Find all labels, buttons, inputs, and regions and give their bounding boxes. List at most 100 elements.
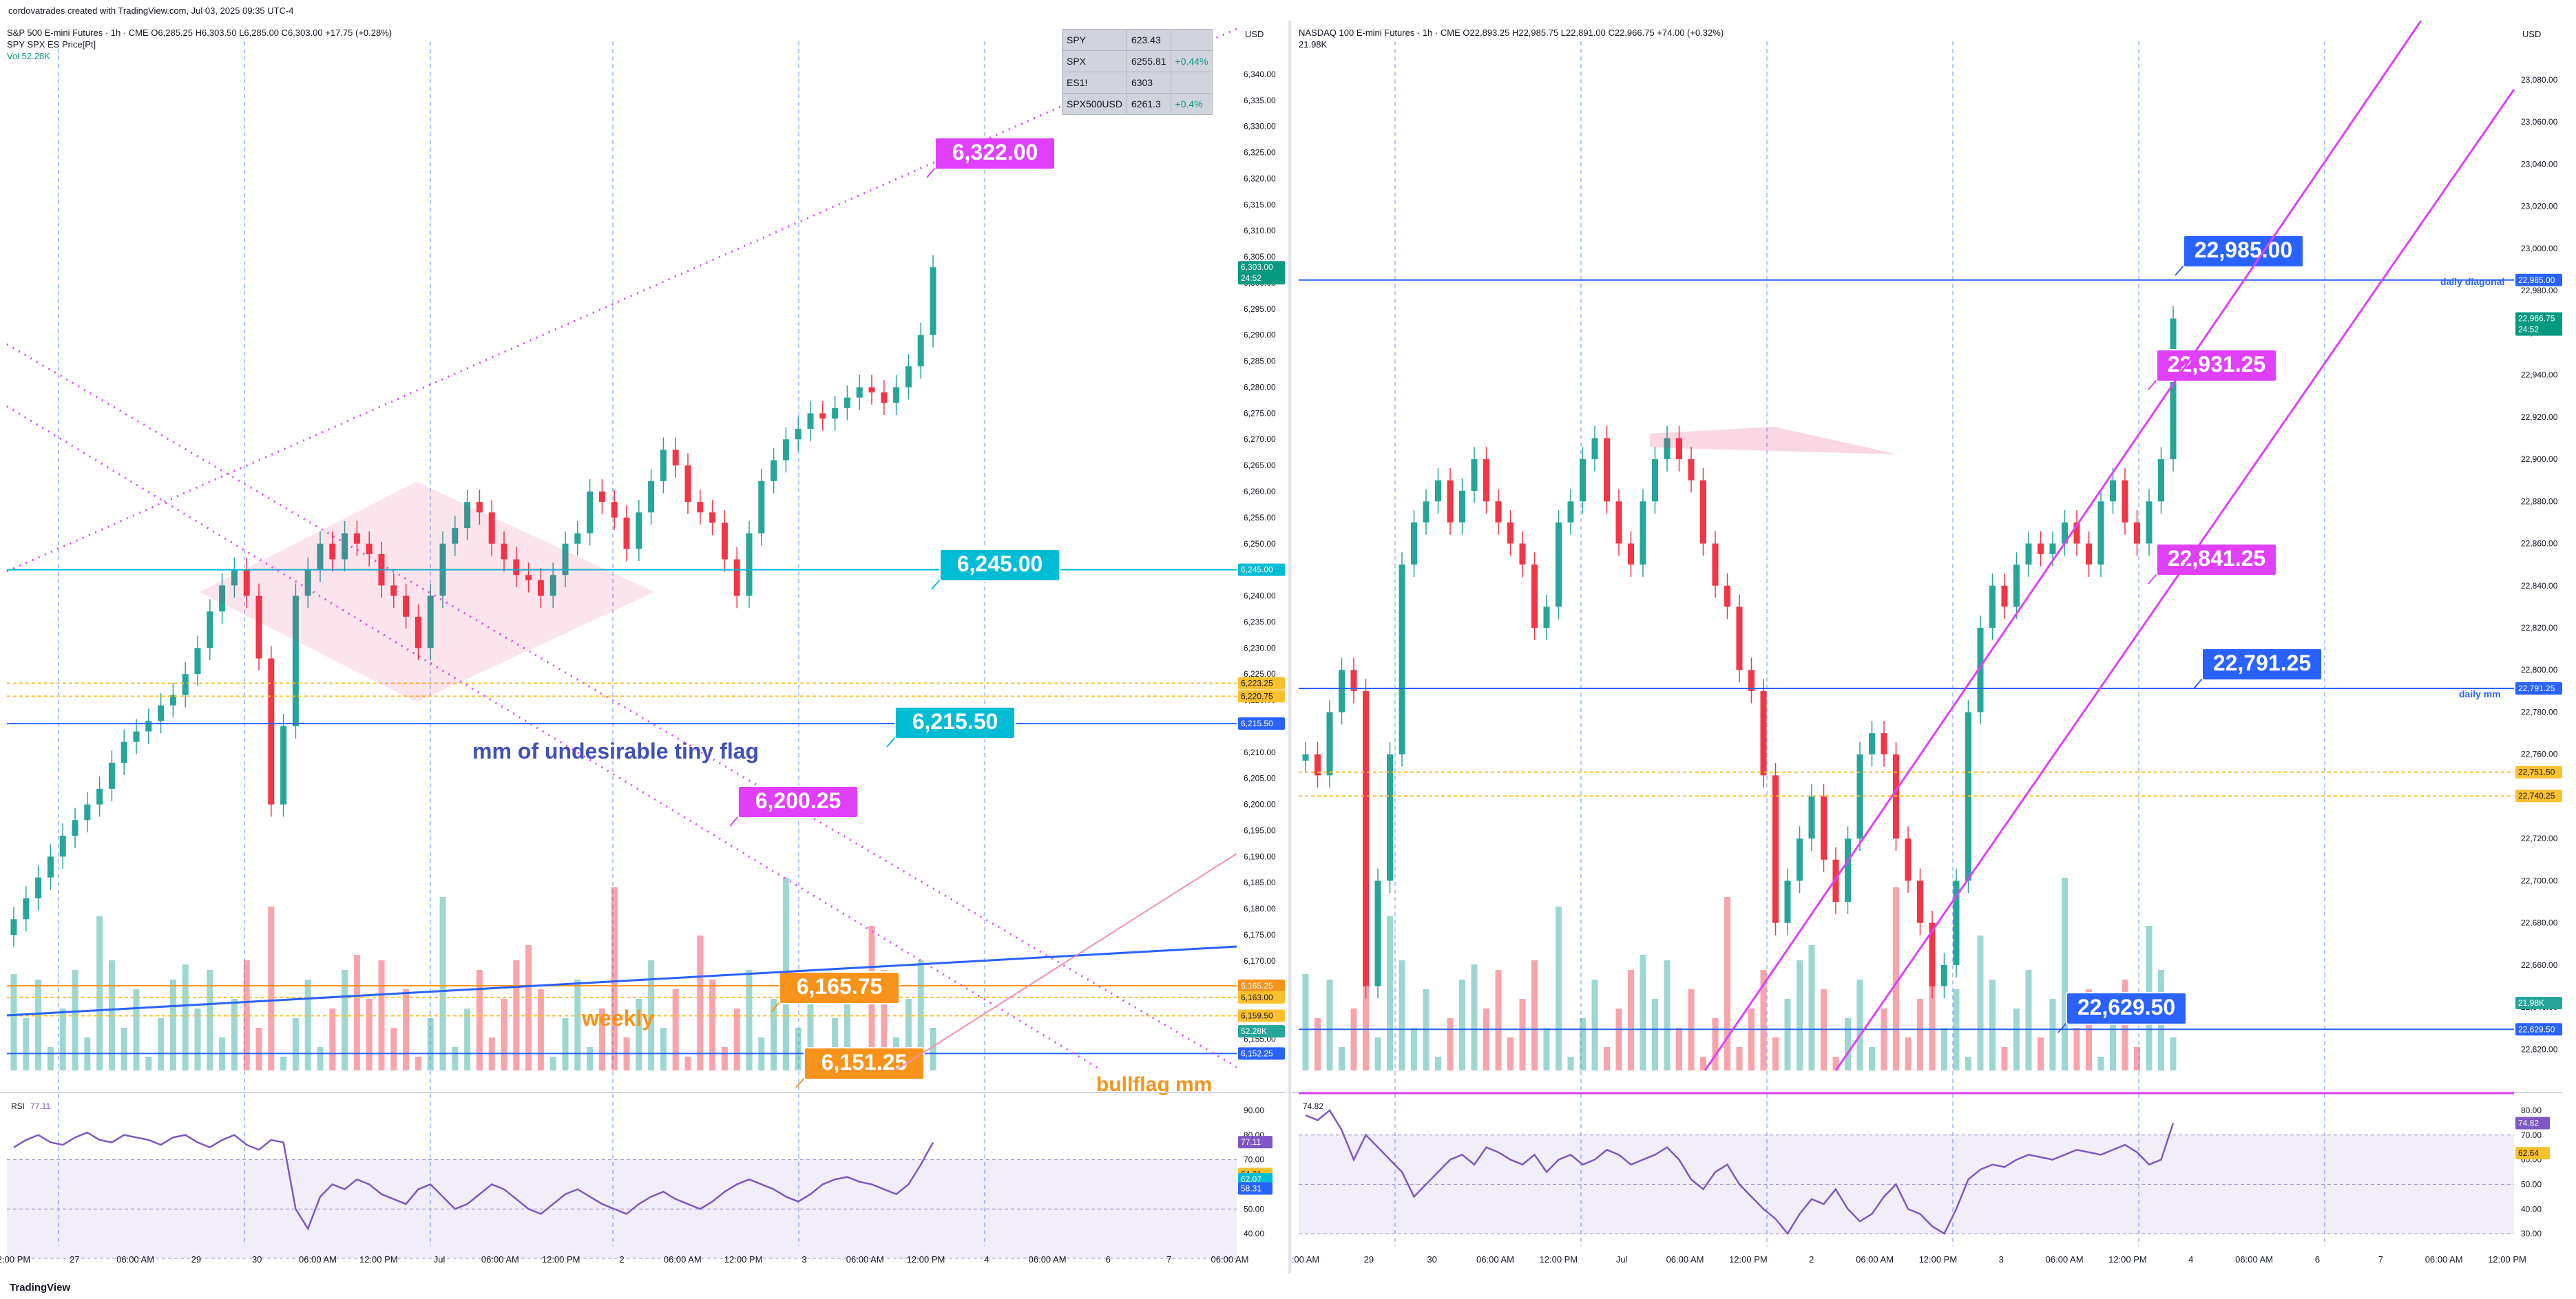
candle-body bbox=[121, 741, 127, 763]
candle-body bbox=[403, 595, 410, 617]
volume-bar bbox=[280, 1057, 287, 1070]
volume-bar bbox=[1567, 1057, 1574, 1070]
candle-body bbox=[1459, 490, 1465, 522]
volume-bar bbox=[881, 970, 888, 1070]
candle-body bbox=[35, 877, 42, 898]
volume-bar bbox=[2134, 1047, 2140, 1070]
price-axis-tag-label: 22,985.00 bbox=[2518, 275, 2555, 285]
candle-body bbox=[636, 512, 642, 549]
time-axis-label: 06:00 AM bbox=[1666, 1254, 1704, 1265]
price-label-pointer bbox=[2148, 573, 2157, 584]
price-tick-label: 22,920.00 bbox=[2521, 412, 2558, 422]
price-axis-tag bbox=[2515, 273, 2562, 286]
candle-body bbox=[721, 522, 728, 560]
quote-price: 6261.3 bbox=[1126, 93, 1171, 115]
dotted-trendline bbox=[6, 343, 1237, 1068]
candle-body bbox=[844, 397, 850, 408]
volume-bar bbox=[1531, 960, 1538, 1070]
volume-bar bbox=[1772, 1037, 1779, 1070]
candle-body bbox=[684, 465, 691, 503]
volume-bar bbox=[2097, 1057, 2104, 1070]
candle-body bbox=[96, 788, 103, 805]
nasdaq-futures-chart-panel[interactable]: NASDAQ 100 E-mini Futures · 1h · CME O22… bbox=[1292, 20, 2576, 1274]
candle-body bbox=[930, 267, 936, 335]
candle-body bbox=[329, 543, 336, 560]
rsi-axis-tag-label: 58.31 bbox=[1241, 1183, 1261, 1193]
volume-bar bbox=[1387, 916, 1393, 1070]
price-tick-label: 6,225.00 bbox=[1244, 669, 1276, 679]
candle-body bbox=[1615, 501, 1622, 544]
volume-bar bbox=[1893, 887, 1899, 1070]
quote-chg bbox=[1170, 29, 1213, 51]
candle-body bbox=[782, 439, 789, 461]
candle-body bbox=[2146, 501, 2153, 544]
candle-body bbox=[1869, 733, 1875, 754]
candle-body bbox=[2038, 543, 2044, 554]
chart-header: cordovatrades created with TradingView.c… bbox=[8, 6, 294, 16]
candle-body bbox=[1495, 501, 1502, 522]
rsi-axis-tag-label: 74.82 bbox=[2518, 1118, 2539, 1128]
price-tick-label: 22,680.00 bbox=[2521, 918, 2558, 928]
candle-body bbox=[2110, 480, 2116, 502]
quote-table: SPY 623.43 SPX 6255.81 +0.44% ES1! 6303 SPX500U… bbox=[1062, 29, 1213, 115]
candle-body bbox=[1808, 796, 1815, 839]
candle-body bbox=[1363, 690, 1369, 986]
volume-bar bbox=[1724, 897, 1730, 1070]
volume-bar bbox=[1664, 960, 1671, 1070]
candle-body bbox=[1712, 543, 1719, 586]
volume-bar bbox=[587, 1047, 594, 1070]
candle-body bbox=[501, 543, 507, 560]
volume-bar bbox=[23, 1018, 30, 1070]
spx-futures-chart[interactable]: S&P 500 E-mini Futures · 1h · CME O6,285… bbox=[0, 21, 1288, 1274]
panel-divider[interactable] bbox=[1288, 21, 1291, 1274]
price-label-box bbox=[2201, 648, 2323, 681]
candle-body bbox=[574, 533, 581, 544]
candle-body bbox=[342, 533, 348, 560]
rsi-axis-tag-label: 77.11 bbox=[1241, 1137, 1261, 1147]
price-axis-tag-label: 6,165.25 bbox=[1241, 981, 1273, 991]
candle-body bbox=[1447, 480, 1454, 522]
candle-body bbox=[427, 595, 434, 648]
candle-body bbox=[390, 585, 397, 596]
volume-bar bbox=[1483, 1008, 1489, 1070]
price-axis-tag bbox=[1238, 1025, 1285, 1038]
quote-chg bbox=[1170, 72, 1213, 94]
quote-row: SPX500USD 6261.3 +0.4% bbox=[1062, 93, 1213, 115]
candle-body bbox=[1736, 606, 1743, 670]
candle-body bbox=[1917, 880, 1923, 923]
spx-futures-chart-panel[interactable]: S&P 500 E-mini Futures · 1h · CME O6,285… bbox=[0, 21, 1288, 1274]
volume-bar bbox=[1905, 1037, 1912, 1070]
price-axis-tag bbox=[1238, 261, 1285, 285]
volume-bar bbox=[697, 936, 704, 1070]
volume-bar bbox=[1941, 1028, 1947, 1070]
candle-body bbox=[1832, 859, 1839, 902]
price-label-box bbox=[894, 706, 1016, 739]
price-label-box bbox=[737, 785, 859, 819]
price-tick-label: 6,310.00 bbox=[1244, 226, 1276, 235]
volume-bar bbox=[439, 897, 446, 1070]
price-tick-label: 6,235.00 bbox=[1244, 617, 1276, 626]
candle-body bbox=[771, 460, 777, 481]
price-axis-tag bbox=[1238, 1009, 1285, 1022]
volume-bar bbox=[1302, 974, 1309, 1070]
candle-body bbox=[1688, 459, 1695, 480]
candle-body bbox=[598, 492, 605, 503]
rsi-tick-label: 50.00 bbox=[2521, 1179, 2542, 1189]
candle-body bbox=[1411, 522, 1417, 565]
time-axis-label: 06:00 AM bbox=[846, 1254, 884, 1265]
candle-body bbox=[1315, 754, 1321, 776]
price-tick-label: 6,200.00 bbox=[1244, 800, 1276, 810]
time-axis-label: 7 bbox=[1166, 1254, 1171, 1265]
price-tick-label: 22,620.00 bbox=[2521, 1044, 2558, 1054]
candle-body bbox=[452, 528, 459, 544]
quote-sym: SPX500USD bbox=[1062, 93, 1127, 115]
volume-bar bbox=[1326, 980, 1333, 1070]
price-tick-label: 22,940.00 bbox=[2521, 370, 2558, 380]
candle-body bbox=[268, 658, 275, 805]
price-tick-label: 22,780.00 bbox=[2521, 707, 2558, 717]
nasdaq-futures-chart[interactable]: NASDAQ 100 E-mini Futures · 1h · CME O22… bbox=[1292, 20, 2576, 1274]
candle-body bbox=[733, 559, 740, 596]
candle-body bbox=[1821, 796, 1827, 860]
volume-bar bbox=[1591, 980, 1598, 1070]
volume-bar bbox=[427, 1018, 434, 1070]
